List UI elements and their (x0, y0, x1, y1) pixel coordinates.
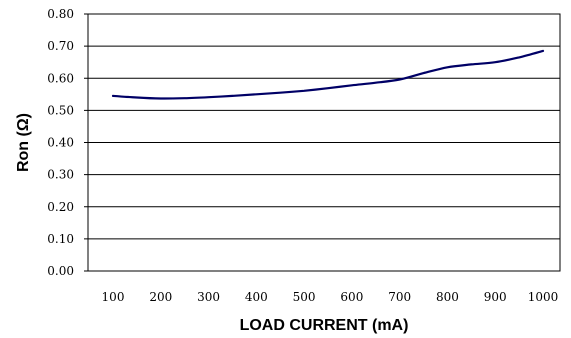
series-line-ron (111, 49, 545, 100)
y-tick-label-0: 0.00 (47, 264, 74, 278)
x-axis-label: LOAD CURRENT (mA) (240, 317, 409, 334)
y-tick-label-2: 0.20 (47, 200, 74, 214)
x-tick-label-8: 900 (484, 290, 507, 304)
y-axis-ticks: 0.00 0.10 0.20 0.30 0.40 0.50 0.60 0.70 0.80 (47, 7, 88, 278)
x-tick-label-6: 700 (388, 290, 411, 304)
x-tick-label-7: 800 (436, 290, 459, 304)
gridlines (88, 13, 560, 272)
y-tick-label-1: 0.10 (47, 232, 74, 246)
y-tick-label-3: 0.30 (47, 168, 74, 182)
x-tick-label-5: 600 (340, 290, 363, 304)
x-tick-label-4: 500 (293, 290, 316, 304)
y-tick-label-6: 0.60 (47, 71, 74, 85)
y-tick-label-7: 0.70 (47, 39, 74, 53)
x-tick-label-2: 300 (197, 290, 220, 304)
x-tick-label-9: 1000 (528, 290, 559, 304)
y-tick-label-5: 0.50 (47, 103, 74, 117)
x-tick-label-3: 400 (245, 290, 268, 304)
x-tick-label-1: 200 (149, 290, 172, 304)
y-tick-label-4: 0.40 (47, 136, 74, 150)
x-tick-label-0: 100 (102, 290, 125, 304)
x-axis-ticks: 100 200 300 400 500 600 700 800 900 1000 (102, 290, 559, 304)
y-axis-label: Ron (Ω) (15, 113, 32, 172)
y-tick-label-8: 0.80 (47, 7, 74, 21)
